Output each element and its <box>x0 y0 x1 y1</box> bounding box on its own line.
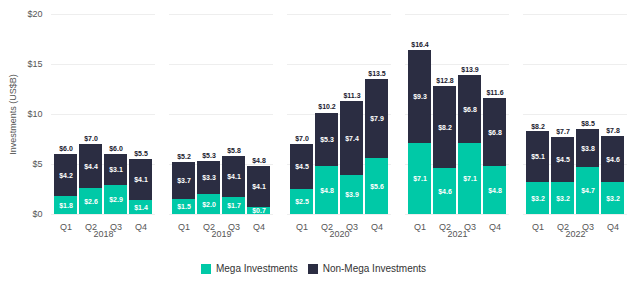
svg-text:Q1: Q1 <box>178 222 190 232</box>
svg-text:Q3: Q3 <box>582 222 594 232</box>
svg-text:$3.3: $3.3 <box>202 174 216 182</box>
svg-text:Q4: Q4 <box>371 222 383 232</box>
svg-text:$5.6: $5.6 <box>370 183 384 191</box>
svg-text:Q2: Q2 <box>439 222 451 232</box>
svg-text:$5.3: $5.3 <box>202 152 216 160</box>
svg-text:$6.8: $6.8 <box>488 129 502 137</box>
svg-text:Q2: Q2 <box>321 222 333 232</box>
svg-text:$5.2: $5.2 <box>177 153 191 161</box>
svg-text:$3.1: $3.1 <box>109 166 123 174</box>
svg-text:$7.4: $7.4 <box>345 135 359 143</box>
svg-text:Q4: Q4 <box>253 222 265 232</box>
svg-text:$4.8: $4.8 <box>320 187 334 195</box>
svg-text:Q2: Q2 <box>85 222 97 232</box>
svg-text:Q4: Q4 <box>489 222 501 232</box>
svg-text:Q2: Q2 <box>557 222 569 232</box>
svg-text:Q2: Q2 <box>203 222 215 232</box>
svg-text:$2.6: $2.6 <box>84 198 98 206</box>
svg-text:$10: $10 <box>27 109 42 119</box>
svg-text:Q3: Q3 <box>464 222 476 232</box>
svg-text:$7.8: $7.8 <box>606 127 620 135</box>
svg-text:$8.2: $8.2 <box>438 124 452 132</box>
svg-text:$0: $0 <box>32 209 42 219</box>
svg-text:$2.0: $2.0 <box>202 201 216 209</box>
svg-text:$6.8: $6.8 <box>463 106 477 114</box>
svg-text:$13.5: $13.5 <box>368 70 386 78</box>
svg-text:Q3: Q3 <box>346 222 358 232</box>
svg-text:$6.0: $6.0 <box>109 145 123 153</box>
html-text:Mega Investments: Mega Investments <box>215 263 298 274</box>
svg-text:$7.0: $7.0 <box>84 135 98 143</box>
svg-text:$3.2: $3.2 <box>531 195 545 203</box>
svg-text:$6.0: $6.0 <box>59 145 73 153</box>
svg-text:$5.1: $5.1 <box>531 153 545 161</box>
svg-text:2021: 2021 <box>447 228 468 239</box>
svg-text:$4.1: $4.1 <box>252 183 266 191</box>
svg-text:Q3: Q3 <box>110 222 122 232</box>
svg-text:$7.7: $7.7 <box>556 128 570 136</box>
svg-text:$4.5: $4.5 <box>295 163 309 171</box>
svg-text:$4.5: $4.5 <box>556 156 570 164</box>
svg-text:$1.8: $1.8 <box>59 202 73 210</box>
svg-text:$2.5: $2.5 <box>295 198 309 206</box>
svg-text:$7.0: $7.0 <box>295 135 309 143</box>
svg-text:$2.9: $2.9 <box>109 196 123 204</box>
svg-text:$5.8: $5.8 <box>227 147 241 155</box>
svg-text:$3.9: $3.9 <box>345 191 359 199</box>
svg-text:$4.6: $4.6 <box>438 188 452 196</box>
svg-text:Investments (US$B): Investments (US$B) <box>8 74 18 155</box>
svg-text:$5: $5 <box>32 159 42 169</box>
svg-text:$10.2: $10.2 <box>318 103 336 111</box>
svg-text:$20: $20 <box>27 9 42 19</box>
html-text:Non-Mega Investments: Non-Mega Investments <box>322 263 426 274</box>
svg-text:$1.4: $1.4 <box>134 204 148 212</box>
svg-text:2022: 2022 <box>565 228 586 239</box>
svg-text:2018: 2018 <box>93 228 114 239</box>
svg-text:$8.5: $8.5 <box>581 120 595 128</box>
svg-text:$13.9: $13.9 <box>461 66 479 74</box>
svg-text:$11.6: $11.6 <box>486 89 503 97</box>
svg-text:Q1: Q1 <box>414 222 426 232</box>
svg-text:$4.8: $4.8 <box>252 157 266 165</box>
svg-text:$7.1: $7.1 <box>413 175 427 183</box>
svg-text:Q3: Q3 <box>228 222 240 232</box>
svg-text:$1.7: $1.7 <box>227 202 241 210</box>
svg-text:$4.7: $4.7 <box>581 187 595 195</box>
svg-text:$3.8: $3.8 <box>581 145 595 153</box>
svg-text:$8.2: $8.2 <box>531 123 545 131</box>
svg-text:Q1: Q1 <box>296 222 308 232</box>
svg-text:Q1: Q1 <box>60 222 72 232</box>
svg-text:$0.7: $0.7 <box>252 207 266 215</box>
svg-text:$3.7: $3.7 <box>177 177 191 185</box>
svg-text:$1.5: $1.5 <box>177 203 191 211</box>
svg-text:$7.9: $7.9 <box>370 115 384 123</box>
svg-text:$11.3: $11.3 <box>343 92 360 100</box>
svg-text:$3.2: $3.2 <box>556 195 570 203</box>
svg-text:$16.4: $16.4 <box>411 41 429 49</box>
svg-text:Q4: Q4 <box>135 222 147 232</box>
svg-text:$4.6: $4.6 <box>606 156 620 164</box>
svg-text:$4.1: $4.1 <box>227 173 241 181</box>
svg-text:$4.4: $4.4 <box>84 163 98 171</box>
svg-text:$9.3: $9.3 <box>413 93 427 101</box>
svg-text:$4.8: $4.8 <box>488 187 502 195</box>
svg-text:$12.8: $12.8 <box>436 77 454 85</box>
svg-text:$7.1: $7.1 <box>463 175 477 183</box>
svg-text:$5.3: $5.3 <box>320 136 334 144</box>
svg-text:2019: 2019 <box>211 228 232 239</box>
svg-text:2020: 2020 <box>329 228 350 239</box>
svg-text:$4.1: $4.1 <box>134 176 148 184</box>
svg-text:$15: $15 <box>27 59 42 69</box>
svg-text:Q4: Q4 <box>607 222 619 232</box>
svg-text:$5.5: $5.5 <box>134 150 148 158</box>
svg-text:$3.2: $3.2 <box>606 195 620 203</box>
svg-text:$4.2: $4.2 <box>59 172 73 180</box>
svg-text:Q1: Q1 <box>532 222 544 232</box>
